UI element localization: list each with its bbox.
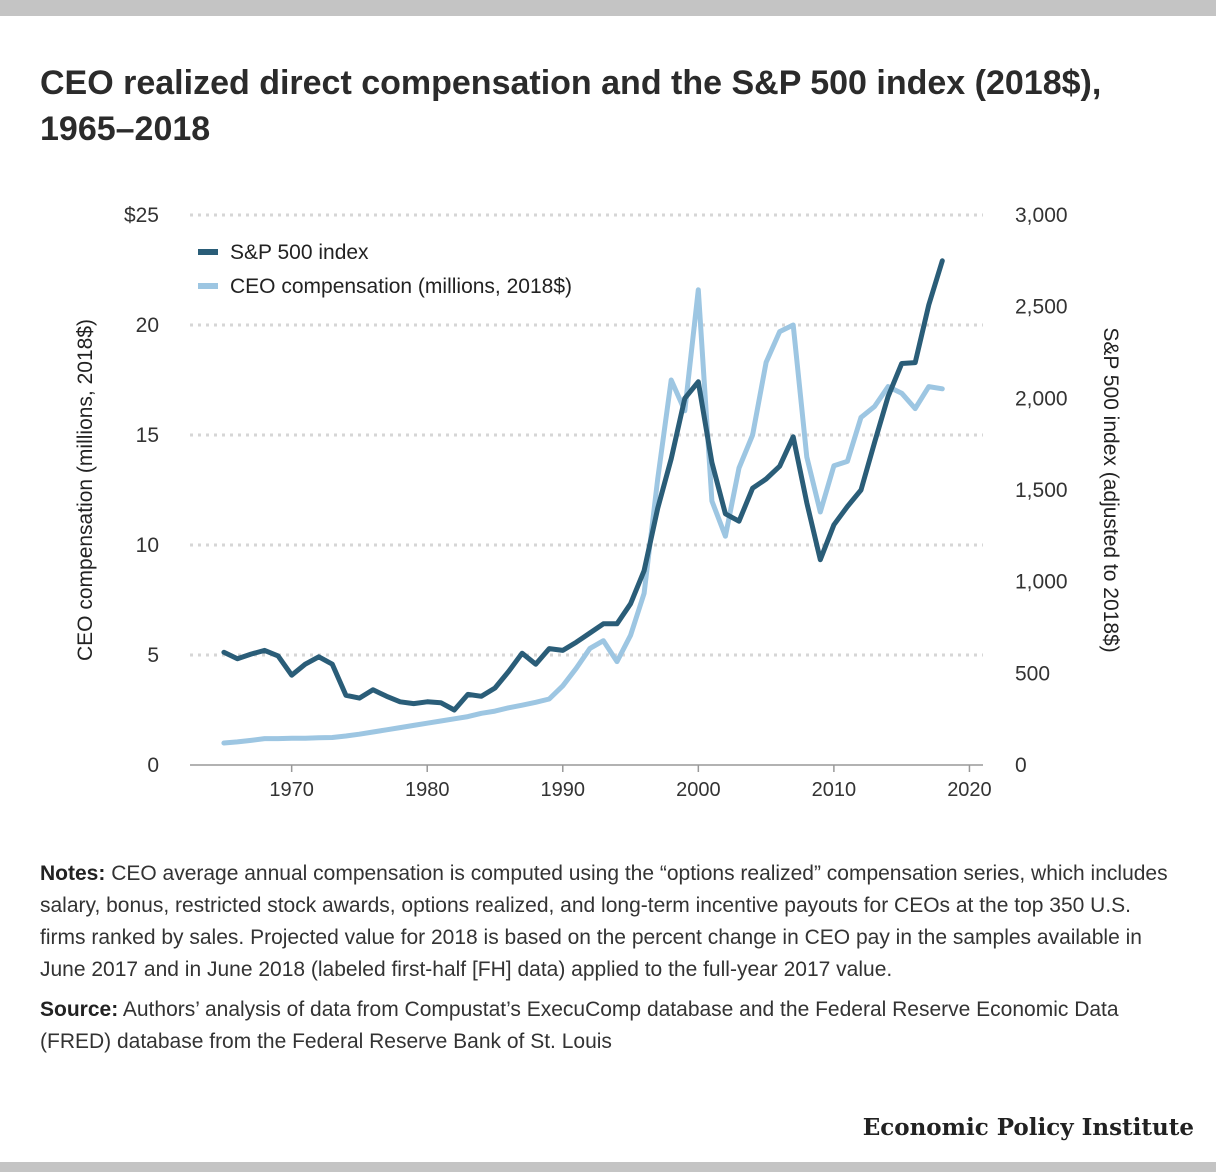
notes-text: CEO average annual compensation is compu… — [40, 862, 1168, 981]
y-left-tick-label: 0 — [147, 754, 159, 777]
source-text: Authors’ analysis of data from Compustat… — [40, 998, 1119, 1053]
ceo-compensation-series-line — [221, 287, 945, 746]
notes-paragraph: Notes: CEO average annual compensation i… — [40, 858, 1180, 986]
y-right-tick-label: 2,500 — [1015, 296, 1068, 319]
legend-label: S&P 500 index — [230, 241, 369, 264]
y-left-tick-label: 5 — [147, 644, 159, 667]
y-right-axis-title: S&P 500 index (adjusted to 2018$) — [1099, 327, 1122, 652]
y-left-tick-label: $25 — [124, 204, 159, 227]
y-left-tick-label: 20 — [136, 314, 159, 337]
source-paragraph: Source: Authors’ analysis of data from C… — [40, 994, 1180, 1058]
x-tick-label: 1970 — [269, 779, 314, 801]
brand-logo-text: Economic Policy Institute — [862, 1114, 1194, 1141]
x-tick-label: 1980 — [405, 779, 450, 801]
x-tick-label: 2010 — [812, 779, 857, 801]
y-right-tick-label: 500 — [1015, 662, 1050, 685]
sp500-series-line — [221, 258, 945, 713]
notes-label: Notes: — [40, 862, 106, 885]
top-border-bar — [0, 0, 1216, 16]
y-right-tick-label: 3,000 — [1015, 204, 1068, 227]
source-label: Source: — [40, 998, 119, 1021]
y-left-tick-label: 15 — [136, 424, 159, 447]
line-chart: 1970 1980 1990 2000 2010 2020 0 5 10 15 20 $25 0 500 1… — [74, 204, 1122, 801]
y-left-tick-label: 10 — [136, 534, 159, 557]
x-tick-label: 2020 — [947, 779, 992, 801]
x-tick-label: 1990 — [541, 779, 586, 801]
bottom-border-bar — [0, 1162, 1216, 1172]
y-right-tick-label: 1,000 — [1015, 571, 1068, 594]
x-tick-label: 2000 — [676, 779, 721, 801]
legend-label: CEO compensation (millions, 2018$) — [230, 275, 572, 298]
notes-block: Notes: CEO average annual compensation i… — [40, 858, 1180, 1066]
y-right-tick-label: 0 — [1015, 754, 1027, 777]
y-left-axis-title: CEO compensation (millions, 2018$) — [74, 319, 97, 661]
y-right-tick-label: 2,000 — [1015, 387, 1068, 410]
y-right-tick-label: 1,500 — [1015, 479, 1068, 502]
chart-title: CEO realized direct compensation and the… — [40, 64, 1102, 148]
